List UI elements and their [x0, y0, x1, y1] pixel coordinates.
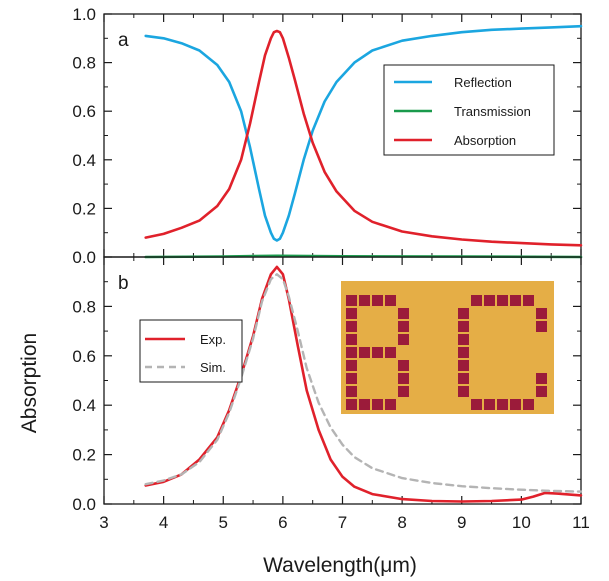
inset-square-c [484, 399, 495, 410]
y-tick-label-a: 1.0 [72, 5, 96, 24]
inset-square-b [385, 399, 396, 410]
inset-photo-bc [341, 281, 554, 414]
inset-square-c [484, 295, 495, 306]
inset-square-b [346, 373, 357, 384]
inset-square-b [346, 347, 357, 358]
inset-square-b [346, 334, 357, 345]
inset-square-c [523, 295, 534, 306]
legend-a: Reflection Transmission Absorption [383, 64, 555, 156]
inset-square-c [497, 295, 508, 306]
x-tick-label: 3 [99, 513, 108, 532]
inset-square-c [510, 399, 521, 410]
inset-square-b [346, 360, 357, 371]
y-tick-label-b: 0.6 [72, 347, 96, 366]
inset-square-b [359, 399, 370, 410]
inset-square-b [346, 386, 357, 397]
inset-square-b [359, 295, 370, 306]
inset-square-c [471, 399, 482, 410]
series-line-sim [144, 273, 583, 493]
inset-square-c [523, 399, 534, 410]
legend-box-b [139, 319, 243, 383]
inset-square-b [398, 334, 409, 345]
inset-square-c [458, 347, 469, 358]
inset-square-c [497, 399, 508, 410]
inset-square-c [510, 295, 521, 306]
inset-square-b [372, 295, 383, 306]
inset-square-b [359, 347, 370, 358]
inset-square-c [536, 373, 547, 384]
panel-letter-b: b [118, 273, 129, 294]
inset-square-b [398, 386, 409, 397]
inset-square-b [385, 295, 396, 306]
legend-b: Exp. Sim. [139, 319, 243, 383]
series-line-absorption [144, 29, 583, 247]
inset-square-b [372, 399, 383, 410]
y-tick-label-b: 0.4 [72, 396, 96, 415]
y-tick-label-a: 0.4 [72, 151, 96, 170]
inset-square-c [458, 321, 469, 332]
legend-label-transmission: Transmission [454, 104, 531, 119]
inset-square-b [385, 347, 396, 358]
x-tick-label: 6 [278, 513, 287, 532]
inset-square-b [346, 308, 357, 319]
inset-square-c [536, 386, 547, 397]
inset-square-c [536, 321, 547, 332]
x-axis-label: Wavelength(μm) [263, 554, 417, 577]
inset-square-c [471, 295, 482, 306]
inset-square-b [346, 321, 357, 332]
inset-square-b [398, 360, 409, 371]
series-line-reflection [144, 24, 583, 242]
y-tick-label-b: 0.0 [72, 495, 96, 514]
y-axis-label: Absorption [18, 333, 41, 433]
inset-square-b [346, 295, 357, 306]
inset-square-b [372, 347, 383, 358]
y-tick-label-a: 0.2 [72, 199, 96, 218]
legend-label-reflection: Reflection [454, 75, 512, 90]
x-tick-label: 8 [397, 513, 406, 532]
inset-square-c [458, 373, 469, 384]
y-tick-label-a: 0.0 [72, 248, 96, 267]
inset-square-c [458, 308, 469, 319]
y-tick-label-a: 0.6 [72, 102, 96, 121]
x-tick-label: 9 [457, 513, 466, 532]
y-tick-label-b: 0.8 [72, 297, 96, 316]
panel-letter-a: a [118, 30, 129, 51]
legend-label-sim: Sim. [200, 360, 226, 375]
inset-square-b [346, 399, 357, 410]
x-tick-label: 5 [219, 513, 228, 532]
x-tick-label: 10 [512, 513, 531, 532]
inset-square-b [398, 308, 409, 319]
y-tick-label-a: 0.8 [72, 54, 96, 73]
legend-label-exp: Exp. [200, 332, 226, 347]
x-tick-label: 4 [159, 513, 168, 532]
inset-square-c [536, 308, 547, 319]
y-tick-label-b: 0.2 [72, 446, 96, 465]
legend-label-absorption: Absorption [454, 133, 516, 148]
inset-square-c [458, 360, 469, 371]
inset-square-c [458, 334, 469, 345]
panel-b: 0.0 0.2 0.4 0.6 0.8 3 4 5 6 7 8 9 10 11 b [72, 256, 590, 532]
inset-square-b [398, 373, 409, 384]
inset-square-c [458, 386, 469, 397]
inset-square-b [398, 321, 409, 332]
x-tick-label: 11 [572, 513, 590, 532]
x-tick-label: 7 [338, 513, 347, 532]
